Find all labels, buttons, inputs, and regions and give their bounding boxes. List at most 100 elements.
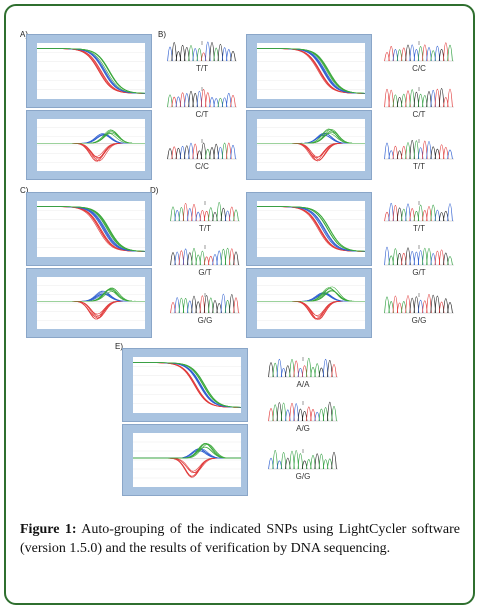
derivative-curve [133, 448, 241, 459]
chroma-peak [405, 247, 411, 266]
chroma-peak [413, 140, 420, 160]
chroma-peak [388, 89, 394, 108]
panel-d-chromatogram-2 [384, 244, 454, 266]
chroma-peak [293, 403, 299, 422]
chroma-peak [276, 358, 283, 378]
deriv-svg [37, 285, 145, 321]
chroma-svg [170, 201, 240, 222]
panel-d-genotype-1: T/T [413, 224, 425, 233]
panel-e-chromatogram-1 [268, 356, 338, 378]
derivative-curve [37, 301, 145, 315]
figure-caption: Figure 1: Auto-grouping of the indicated… [20, 520, 460, 558]
chroma-peak [447, 256, 453, 266]
melt-curve [133, 362, 241, 408]
chroma-peak [208, 207, 214, 222]
chroma-peak [409, 44, 415, 62]
chroma-peak [170, 206, 176, 222]
derivative-curve [257, 135, 365, 144]
chroma-peak [293, 360, 299, 378]
panel-e-derivative-plot [122, 424, 248, 496]
chroma-peak [233, 251, 239, 266]
panel-d-genotype-2: G/T [412, 268, 426, 277]
chroma-peak [233, 297, 239, 314]
chroma-svg [167, 87, 237, 108]
derivative-curve [257, 143, 365, 160]
derivative-curve [257, 129, 365, 144]
panel-letter-c: C) [20, 186, 29, 195]
panel-e-melting-curve [122, 348, 248, 422]
panel-e-genotype-3: G/G [295, 472, 311, 481]
derivative-curve [133, 446, 241, 459]
panel-c-derivative-plot [26, 268, 152, 338]
deriv-svg [257, 285, 365, 321]
chroma-svg [167, 41, 237, 62]
chroma-svg [268, 449, 338, 470]
chroma-peak [447, 302, 453, 314]
chroma-peak [392, 248, 399, 266]
chroma-peak [314, 363, 320, 378]
melt-svg [37, 48, 145, 94]
chroma-peak [213, 143, 219, 160]
chroma-peak [230, 144, 236, 160]
derivative-curve [257, 290, 365, 302]
chroma-svg [170, 245, 240, 266]
panel-a-genotype-3: C/C [195, 162, 209, 171]
chroma-peak [384, 246, 390, 266]
panel-b-chromatogram-2 [384, 86, 454, 108]
deriv-svg [257, 127, 365, 163]
chroma-peak [220, 293, 227, 314]
panel-c-genotype-2: G/T [198, 268, 212, 277]
derivative-curve [37, 143, 145, 162]
chroma-peak [200, 142, 207, 160]
derivative-curve [257, 128, 365, 144]
figure-caption-text: Auto-grouping of the indicated SNPs usin… [20, 522, 460, 556]
panel-b-chromatogram-1 [384, 40, 454, 62]
chroma-peak [199, 250, 206, 266]
chroma-peak [430, 204, 436, 222]
derivative-curve [257, 143, 365, 162]
panel-d-derivative-plot [246, 268, 372, 338]
chroma-svg [384, 87, 454, 108]
chroma-peak [306, 357, 312, 378]
chroma-peak [171, 42, 177, 62]
chroma-peak [384, 142, 390, 160]
panel-c-melting-curve [26, 192, 152, 266]
chroma-svg [384, 41, 454, 62]
chroma-peak [392, 295, 399, 314]
chroma-peak [447, 88, 453, 108]
melt-curve [37, 48, 145, 94]
deriv-svg [133, 441, 241, 479]
panel-e-genotype-1: A/A [296, 380, 310, 389]
chroma-peak [443, 252, 449, 266]
chroma-peak [443, 298, 449, 314]
panel-c-genotype-1: T/T [199, 224, 211, 233]
derivative-curve [257, 129, 365, 144]
chroma-peak [191, 204, 197, 222]
figure-label: Figure 1: [20, 522, 77, 537]
chroma-peak [229, 206, 235, 222]
chroma-svg [167, 139, 237, 160]
chroma-peak [426, 141, 432, 160]
chroma-peak [331, 364, 337, 378]
chroma-peak [434, 45, 441, 62]
panel-b-genotype-3: T/T [413, 162, 425, 171]
chroma-peak [447, 203, 453, 222]
chroma-peak [426, 248, 432, 266]
chroma-svg [384, 201, 454, 222]
melt-curve [37, 206, 145, 252]
chroma-svg [384, 139, 454, 160]
chroma-peak [230, 51, 236, 62]
chroma-peak [205, 92, 211, 108]
melt-svg [133, 362, 241, 408]
figure-frame [4, 4, 475, 605]
panel-letter-d: D) [150, 186, 159, 195]
derivative-curve [37, 293, 145, 302]
panel-a-genotype-1: T/T [196, 64, 208, 73]
panel-c-chromatogram-2 [170, 244, 240, 266]
panel-a-derivative-plot [26, 110, 152, 180]
chroma-svg [268, 401, 338, 422]
panel-d-genotype-3: G/G [411, 316, 427, 325]
chroma-svg [268, 357, 338, 378]
derivative-curve [257, 293, 365, 302]
chroma-peak [233, 209, 239, 222]
